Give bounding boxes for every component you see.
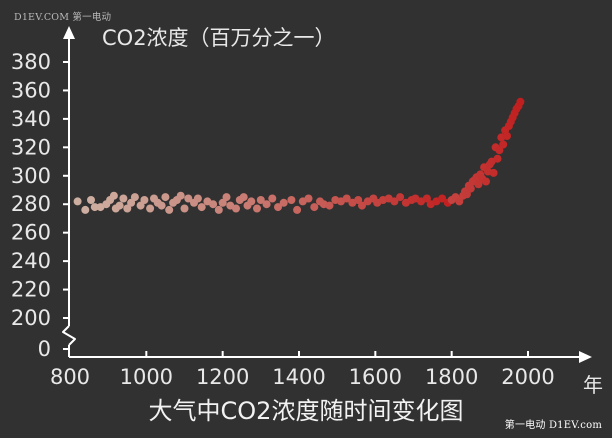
data-point-110 [516,97,525,106]
x-tick-label-800: 800 [50,365,90,389]
data-point-38 [239,193,248,202]
data-point-25 [180,204,189,213]
data-point-20 [161,193,170,202]
y-axis-title: CO2浓度（百万分之一） [102,26,336,50]
y-tick-label-300: 300 [11,164,51,188]
data-point-15 [140,196,149,204]
data-point-50 [304,194,313,203]
x-tick-label-1800: 1800 [425,365,478,389]
y-tick-label-280: 280 [11,192,51,216]
data-point-32 [214,205,223,214]
data-point-2 [87,196,95,204]
data-point-66 [390,197,399,206]
x-tick-label-2000: 2000 [501,365,554,389]
x-tick-label-1600: 1600 [349,365,402,389]
data-point-67 [396,193,405,202]
data-point-42 [256,196,265,204]
chart-title: 大气中CO2浓度随时间变化图 [149,397,464,425]
x-axis-arrow [579,351,592,363]
x-axis-title: 年 [583,373,603,397]
data-point-51 [310,203,319,212]
data-point-98 [493,154,502,163]
watermark-bottom: 第一电动 D1EV.com [504,420,602,431]
data-point-21 [165,205,174,214]
data-point-11 [123,204,132,213]
y-tick-label-220: 220 [11,278,51,302]
y-tick-label-320: 320 [11,135,51,159]
data-point-16 [146,204,155,213]
data-point-28 [193,194,202,203]
data-point-57 [342,194,351,203]
data-point-46 [279,198,288,207]
data-point-47 [287,196,296,204]
data-point-84 [466,184,475,193]
data-point-82 [462,190,471,199]
data-point-13 [130,193,139,202]
data-point-54 [325,201,334,210]
data-point-29 [197,203,206,212]
data-point-99 [495,146,504,155]
data-point-60 [358,201,366,210]
data-point-40 [247,197,256,206]
data-point-1 [81,205,90,214]
data-point-10 [119,194,128,203]
data-point-26 [184,194,193,203]
y-tick-label-340: 340 [11,107,51,131]
data-point-36 [232,204,240,213]
y-tick-label-360: 360 [11,78,51,102]
data-point-79 [455,197,464,206]
y-axis-arrow [63,26,75,39]
data-point-44 [268,194,277,203]
watermark-top: D1EV.COM 第一电动 [14,12,112,23]
y-axis-break-mark [62,325,76,346]
data-point-19 [157,201,166,210]
data-point-75 [438,194,447,203]
y-tick-label-240: 240 [11,249,51,273]
data-point-92 [482,177,490,186]
data-point-14 [136,201,145,210]
y-tick-label-200: 200 [11,306,51,330]
data-point-31 [209,200,218,209]
data-point-34 [222,193,231,202]
data-point-41 [253,204,261,213]
data-point-72 [422,194,431,203]
data-point-33 [218,198,227,207]
data-point-43 [262,200,271,209]
y-tick-label-0: 0 [38,337,51,361]
data-point-24 [176,191,185,200]
data-point-7 [109,191,118,200]
data-point-48 [293,205,302,214]
x-tick-label-1200: 1200 [196,365,249,389]
x-tick-label-1000: 1000 [120,365,173,389]
data-point-96 [489,168,498,177]
data-point-103 [503,132,511,140]
x-tick-label-1400: 1400 [272,365,325,389]
data-point-0 [73,197,82,206]
data-point-45 [274,203,282,212]
y-tick-label-260: 260 [11,221,51,245]
data-point-3 [90,203,99,212]
data-point-88 [474,180,483,189]
data-point-59 [354,196,363,204]
data-point-9 [115,201,124,210]
data-point-12 [127,198,136,207]
y-tick-label-380: 380 [11,50,51,74]
data-point-101 [499,140,508,149]
